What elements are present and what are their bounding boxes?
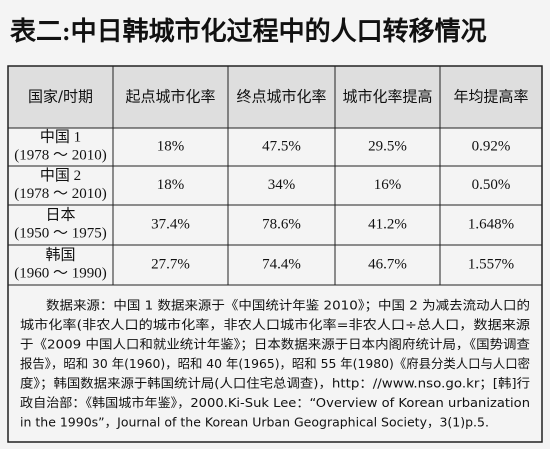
row-label: 韩国 — [45, 246, 75, 263]
title: 表二:中日韩城市化过程中的人口转移情况 — [10, 16, 487, 46]
data-cell: 1.557% — [468, 256, 514, 272]
data-cell: 34% — [268, 177, 296, 193]
header-background — [8, 66, 542, 128]
data-cell: 78.6% — [262, 216, 301, 232]
row-label: (1978 ～ 2010) — [14, 147, 107, 163]
note-line: 于《2009 中国人口和就业统计年鉴》；日本数据来源于日本内阁府统计局，《国势调… — [20, 337, 531, 352]
note-line: 城市化率(非农人口的城市化率，非农人口城市化率=非农人口÷总人口，数据来源 — [20, 317, 531, 332]
row-label: (1960 ～ 1990) — [14, 265, 107, 281]
data-cell: 47.5% — [262, 138, 301, 154]
header-cell: 终点城市化率 — [236, 88, 326, 106]
data-cell: 18% — [157, 177, 185, 193]
header-cell: 起点城市化率 — [125, 88, 215, 106]
data-cell: 74.4% — [262, 256, 301, 272]
data-cell: 41.2% — [368, 216, 407, 232]
data-cell: 0.92% — [472, 138, 511, 154]
row-label: 中国 2 — [40, 167, 81, 184]
header-cell: 年均提高率 — [453, 88, 528, 106]
frame — [7, 65, 543, 443]
data-cell: 27.7% — [151, 256, 190, 272]
data-cell: 16% — [374, 177, 402, 193]
data-cell: 18% — [157, 138, 185, 154]
data-cell: 46.7% — [368, 256, 407, 272]
data-cell: 37.4% — [151, 216, 190, 232]
note-line: 报告》，昭和 30 年(1960)，昭和 40 年(1965)，昭和 55 年(… — [20, 356, 530, 371]
note-line: 数据来源：中国 1 数据来源于《中国统计年鉴 2010》；中国 2 为减去流动人… — [46, 298, 530, 313]
row-label: 日本 — [45, 206, 75, 223]
header-cell: 国家/时期 — [28, 88, 93, 106]
row-label: 中国 1 — [40, 128, 81, 145]
row-label: (1978 ～ 2010) — [14, 186, 107, 202]
note-line: in the 1990s”，Journal of the Korean Urba… — [20, 415, 489, 430]
header-cell: 城市化率提高 — [342, 88, 432, 106]
note-line: 度》；韩国数据来源于韩国统计局(人口住宅总调查)，http：//www.nso.… — [20, 376, 530, 391]
data-cell: 1.648% — [468, 216, 514, 232]
row-label: (1950 ～ 1975) — [14, 225, 107, 241]
data-cell: 29.5% — [368, 138, 407, 154]
data-cell: 0.50% — [472, 177, 511, 193]
note-line: 政自治部：《韩国城市年鉴》，2000.Ki-Suk Lee：“Overview … — [20, 395, 530, 410]
